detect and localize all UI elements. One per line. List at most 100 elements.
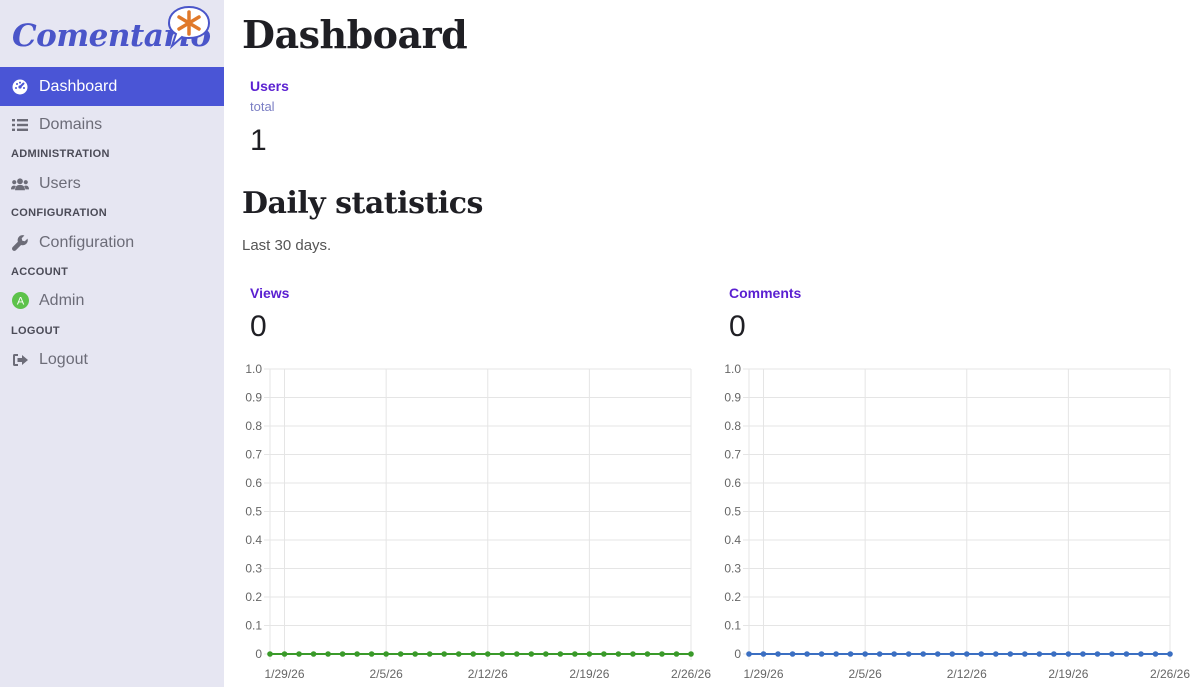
data-point <box>1152 651 1159 657</box>
section-administration: ADMINISTRATION <box>11 148 110 160</box>
data-point <box>484 651 491 657</box>
y-tick-label: 0.3 <box>724 562 741 576</box>
sidebar-item-label: Admin <box>39 291 85 309</box>
y-tick-label: 0.7 <box>724 448 741 462</box>
data-point <box>586 651 593 657</box>
sidebar-item-users[interactable]: Users <box>0 164 224 203</box>
x-tick-label: 2/26/26 <box>1150 667 1190 681</box>
x-tick-label: 1/29/26 <box>264 667 304 681</box>
data-point <box>441 651 448 657</box>
data-point <box>383 651 389 657</box>
y-tick-label: 0.9 <box>245 391 262 405</box>
data-point <box>572 651 578 657</box>
y-tick-label: 0.8 <box>724 419 741 433</box>
section-logout: LOGOUT <box>11 325 60 337</box>
y-tick-label: 0.7 <box>245 448 262 462</box>
data-point <box>412 651 418 657</box>
data-point <box>920 651 927 657</box>
x-tick-label: 2/5/26 <box>848 667 882 681</box>
views-stat-label: Views <box>250 285 290 301</box>
sidebar-item-label: Users <box>39 174 81 192</box>
data-point <box>934 651 941 657</box>
sidebar-item-domains[interactable]: Domains <box>0 105 224 144</box>
sidebar: Comentario Dashboard Domains ADMINISTRAT… <box>0 0 224 687</box>
data-point <box>267 651 273 657</box>
data-point <box>1109 651 1115 657</box>
data-point <box>804 651 810 657</box>
data-point <box>775 651 781 657</box>
users-icon <box>11 175 29 193</box>
y-tick-label: 0.1 <box>724 619 741 633</box>
data-point <box>949 651 956 657</box>
y-tick-label: 1.0 <box>245 362 262 376</box>
sidebar-item-label: Configuration <box>39 233 135 251</box>
wrench-icon <box>11 234 29 252</box>
avatar-icon: A <box>11 292 29 310</box>
sidebar-item-configuration[interactable]: Configuration <box>0 223 224 262</box>
y-tick-label: 0.6 <box>724 476 741 490</box>
data-point <box>891 651 897 657</box>
y-tick-label: 1.0 <box>724 362 741 376</box>
sidebar-item-label: Dashboard <box>39 77 118 95</box>
data-point <box>310 651 317 657</box>
sidebar-item-admin[interactable]: A Admin <box>0 281 224 320</box>
x-tick-label: 2/5/26 <box>369 667 403 681</box>
users-stat-label: Users <box>250 78 289 94</box>
data-point <box>1094 651 1101 657</box>
speech-bubble-icon <box>167 5 211 50</box>
data-point <box>630 651 636 657</box>
data-point <box>659 651 665 657</box>
data-point <box>615 651 622 657</box>
comments-chart: 1.0 0.9 0.8 0.7 0.6 0.5 0.4 0.3 0.2 0.1 01/29/26 2/… <box>724 362 1190 681</box>
y-tick-label: 0.9 <box>724 391 741 405</box>
data-point <box>818 651 825 657</box>
data-point <box>354 651 360 657</box>
data-point <box>528 651 535 657</box>
data-point <box>644 651 651 657</box>
y-tick-label: 0.2 <box>724 590 741 604</box>
data-point <box>688 651 694 657</box>
data-point <box>963 651 970 657</box>
x-tick-label: 1/29/26 <box>743 667 783 681</box>
data-point <box>746 651 752 657</box>
data-point <box>905 651 912 657</box>
data-point <box>862 651 868 657</box>
data-point <box>1007 651 1014 657</box>
list-icon <box>11 116 29 134</box>
logo[interactable]: Comentario <box>12 4 212 62</box>
y-tick-label: 0.3 <box>245 562 262 576</box>
views-stat-value: 0 <box>250 310 267 343</box>
sidebar-item-logout[interactable]: Logout <box>0 340 224 379</box>
data-point <box>992 651 999 657</box>
data-point <box>543 651 549 657</box>
data-point <box>368 651 375 657</box>
data-point <box>455 651 462 657</box>
data-point <box>325 651 331 657</box>
comments-stat-value: 0 <box>729 310 746 343</box>
data-point <box>1138 651 1144 657</box>
comments-stat-label: Comments <box>729 285 802 301</box>
views-chart: 1.0 0.9 0.8 0.7 0.6 0.5 0.4 0.3 0.2 0.1 01/29/26 2/… <box>245 362 711 681</box>
x-tick-label: 2/19/26 <box>569 667 609 681</box>
daily-statistics-heading: Daily statistics <box>242 186 483 221</box>
y-tick-label: 0.2 <box>245 590 262 604</box>
data-point <box>296 651 302 657</box>
data-point <box>673 651 680 657</box>
data-point <box>281 651 288 657</box>
logout-icon <box>11 351 29 369</box>
users-stat-sublabel: total <box>250 99 275 114</box>
data-point <box>470 651 477 657</box>
data-point <box>1036 651 1043 657</box>
section-configuration: CONFIGURATION <box>11 207 107 219</box>
y-tick-label: 0.4 <box>724 533 741 547</box>
data-point <box>1080 651 1086 657</box>
data-point <box>397 651 404 657</box>
sidebar-item-dashboard[interactable]: Dashboard <box>0 67 224 106</box>
y-tick-label: 0 <box>734 647 741 661</box>
data-point <box>847 651 854 657</box>
dashboard-icon <box>11 78 29 96</box>
data-point <box>557 651 564 657</box>
y-tick-label: 0.8 <box>245 419 262 433</box>
page-title: Dashboard <box>242 12 468 57</box>
data-point <box>760 651 767 657</box>
